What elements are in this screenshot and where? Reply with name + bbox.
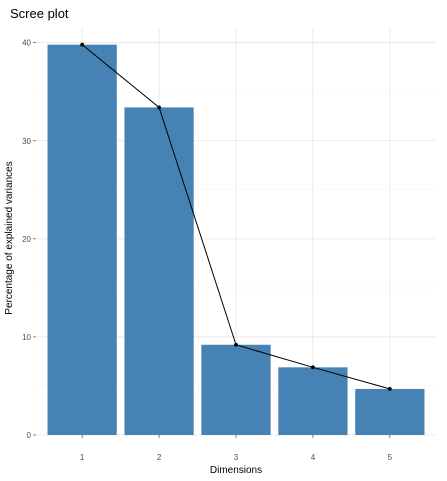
x-tick-label: 5 (388, 453, 393, 462)
axes: 0 10 20 30 40 1 2 3 4 5 (22, 39, 393, 462)
y-tick-label: 20 (22, 235, 31, 244)
y-tick-label: 10 (22, 333, 31, 342)
x-axis-label: Dimensions (210, 465, 262, 476)
point-5 (387, 387, 392, 391)
y-tick-label: 30 (22, 137, 31, 146)
trend-line-group (80, 42, 392, 391)
bar-1 (47, 44, 117, 435)
bar-2 (124, 107, 194, 436)
x-tick-label: 2 (157, 453, 162, 462)
x-tick-label: 3 (234, 453, 239, 462)
y-tick-label: 0 (27, 431, 32, 440)
bars (47, 44, 425, 436)
bar-4 (278, 367, 348, 435)
x-tick-label: 4 (311, 453, 316, 462)
point-2 (157, 105, 161, 110)
chart-title: Scree plot (10, 6, 69, 21)
point-1 (80, 42, 85, 47)
x-tick-label: 1 (80, 453, 85, 462)
bar-3 (201, 344, 271, 435)
y-axis-label: Percentage of explained variances (4, 161, 15, 314)
point-3 (234, 342, 238, 347)
bar-5 (355, 388, 425, 435)
y-tick-label: 40 (22, 39, 31, 48)
point-4 (311, 365, 315, 370)
